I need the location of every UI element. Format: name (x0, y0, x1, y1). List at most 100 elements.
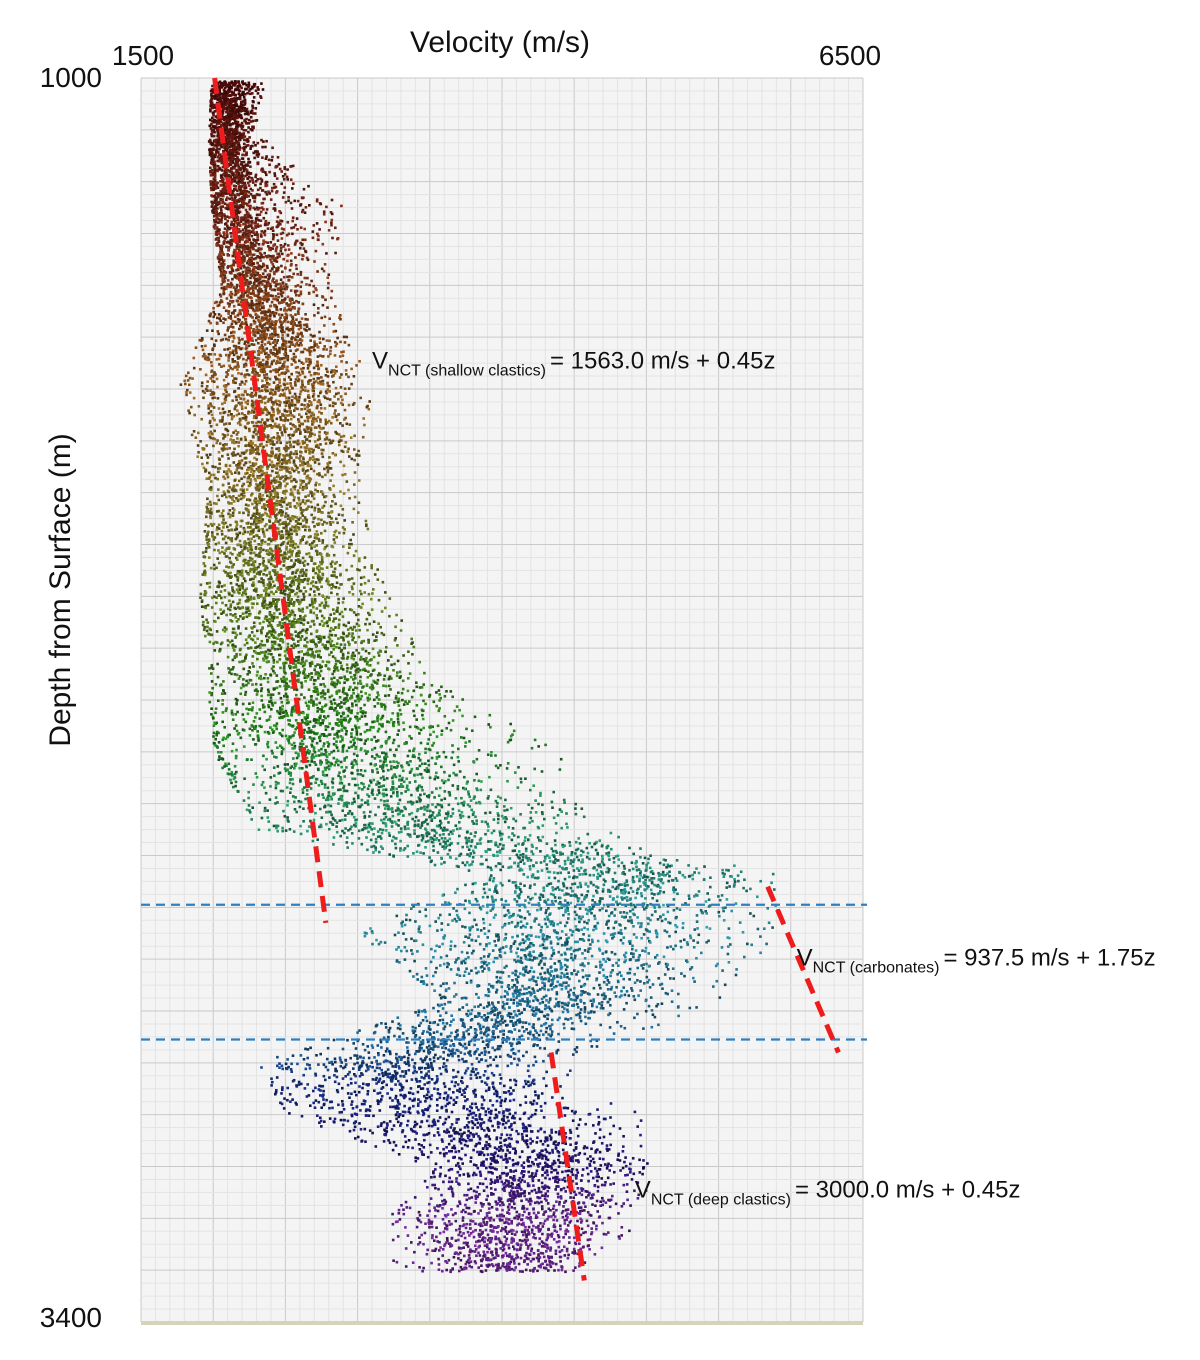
scatter-point (273, 325, 277, 328)
scatter-point (226, 114, 230, 118)
scatter-point (217, 159, 220, 163)
scatter-point (273, 314, 276, 318)
scatter-point (259, 363, 263, 367)
scatter-point (234, 188, 238, 191)
scatter-point (237, 387, 240, 390)
scatter-point (330, 296, 333, 300)
scatter-point (260, 290, 264, 293)
scatter-point (259, 177, 262, 181)
scatter-point (279, 484, 282, 488)
scatter-point (261, 189, 264, 192)
scatter-point (249, 147, 252, 150)
scatter-point (247, 130, 250, 134)
scatter-point (287, 196, 290, 199)
scatter-point (283, 401, 286, 404)
scatter-point (268, 365, 272, 368)
scatter-point (232, 415, 235, 418)
scatter-point (302, 460, 305, 464)
scatter-point (209, 389, 212, 392)
scatter-point (226, 121, 230, 124)
scatter-point (237, 108, 240, 112)
scatter-point (295, 456, 298, 459)
scatter-point (225, 198, 228, 202)
scatter-point (220, 420, 224, 423)
scatter-point (251, 253, 254, 257)
scatter-point (247, 221, 250, 225)
scatter-point (279, 219, 282, 222)
scatter-point (292, 461, 296, 464)
scatter-point (308, 458, 312, 462)
scatter-point (249, 479, 253, 482)
scatter-point (300, 339, 304, 342)
scatter-point (259, 224, 262, 228)
scatter-point (264, 296, 268, 299)
scatter-point (291, 305, 295, 309)
scatter-point (262, 231, 266, 234)
scatter-point (307, 435, 311, 438)
scatter-point (257, 438, 261, 442)
scatter-point (190, 405, 193, 409)
scatter-point (263, 229, 267, 233)
scatter-point (221, 433, 225, 436)
scatter-point (275, 447, 278, 451)
scatter-point (243, 298, 246, 301)
scatter-point (287, 328, 291, 332)
scatter-point (221, 449, 225, 452)
scatter-point (210, 143, 214, 147)
scatter-point (240, 393, 244, 397)
scatter-point (280, 462, 284, 465)
scatter-point (244, 390, 247, 394)
scatter-point (290, 399, 294, 402)
scatter-point (307, 404, 310, 407)
scatter-point (312, 381, 316, 384)
scatter-point (286, 358, 289, 362)
scatter-point (334, 340, 337, 344)
scatter-point (297, 301, 300, 304)
scatter-point (288, 433, 292, 437)
scatter-point (210, 183, 213, 186)
scatter-point (302, 366, 305, 370)
scatter-point (272, 443, 275, 446)
scatter-point (233, 88, 237, 92)
scatter-point (214, 476, 217, 480)
scatter-point (299, 270, 303, 274)
scatter-point (318, 430, 321, 434)
scatter-point (233, 148, 237, 151)
scatter-point (235, 181, 239, 184)
scatter-point (267, 190, 270, 193)
scatter-point (235, 221, 239, 225)
scatter-point (242, 491, 246, 495)
scatter-point (270, 437, 273, 440)
scatter-point (229, 176, 233, 179)
scatter-point (268, 282, 272, 286)
scatter-point (339, 395, 343, 398)
scatter-point (243, 119, 246, 123)
scatter-point (215, 233, 219, 236)
scatter-point (274, 320, 277, 324)
scatter-point (301, 498, 305, 502)
scatter-point (235, 200, 239, 203)
scatter-point (233, 390, 236, 394)
scatter-point (251, 242, 255, 245)
scatter-point (229, 232, 232, 235)
scatter-point (297, 398, 301, 402)
scatter-point (224, 181, 227, 185)
scatter-point (223, 447, 226, 451)
scatter-point (237, 312, 241, 315)
scatter-point (256, 295, 260, 298)
scatter-point (247, 410, 250, 414)
scatter-point (267, 412, 271, 415)
scatter-point (289, 411, 292, 415)
scatter-point (226, 329, 229, 332)
scatter-point (208, 421, 212, 425)
scatter-point (345, 480, 349, 483)
scatter-point (278, 436, 281, 440)
scatter-point (252, 474, 255, 478)
scatter-point (246, 144, 250, 147)
scatter-point (232, 100, 236, 103)
scatter-point (250, 264, 253, 267)
scatter-point (332, 380, 335, 384)
scatter-point (260, 499, 263, 502)
scatter-point (256, 272, 259, 275)
scatter-point (282, 467, 286, 470)
